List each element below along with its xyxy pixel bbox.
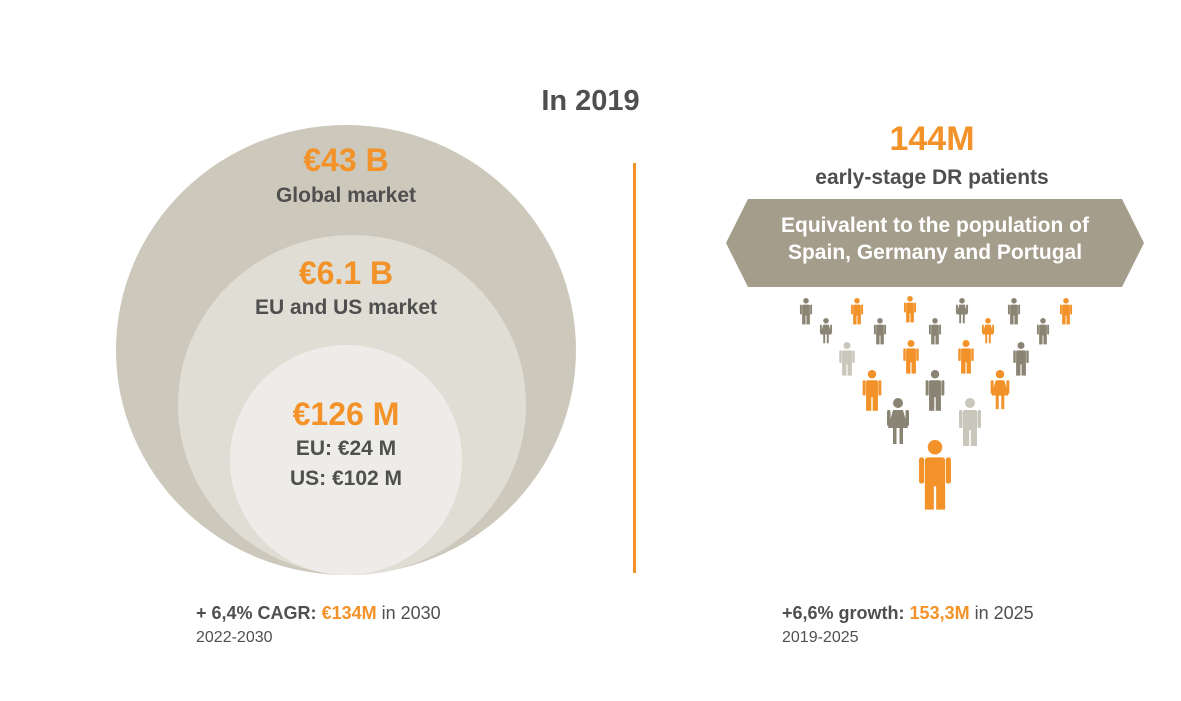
people-funnel	[799, 296, 1073, 510]
market-growth-suffix: in 2030	[381, 603, 441, 623]
male-person-icon	[903, 340, 919, 374]
patients-label: early-stage DR patients	[815, 166, 1049, 189]
male-person-icon	[958, 340, 974, 374]
population-banner	[726, 199, 1144, 287]
market-growth-period: 2022-2030	[196, 629, 273, 646]
patients-value: 144M	[889, 120, 975, 158]
male-person-icon	[959, 398, 981, 446]
male-person-icon	[1036, 318, 1050, 345]
global-market-label: Global market	[275, 184, 417, 207]
male-person-icon	[903, 296, 917, 323]
target-market-us: US: €102 M	[289, 467, 403, 490]
target-market-value: €126 M	[292, 396, 400, 432]
page-title: In 2019	[541, 85, 640, 117]
eu-us-market-value: €6.1 B	[298, 255, 394, 291]
male-person-icon	[839, 342, 855, 376]
male-person-icon	[1013, 342, 1029, 376]
patient-growth-prefix: +6,6% growth:	[782, 603, 905, 623]
male-person-icon	[850, 298, 864, 325]
market-growth-note: + 6,4% CAGR: €134M in 2030	[196, 603, 441, 624]
female-person-icon	[981, 318, 995, 344]
market-growth-highlight: €134M	[321, 603, 377, 623]
divider-line	[633, 163, 636, 573]
eu-us-market-label: EU and US market	[254, 296, 438, 319]
target-market-eu: EU: €24 M	[295, 437, 397, 460]
male-person-icon	[928, 318, 942, 345]
female-person-icon	[887, 398, 909, 444]
target-market-circle	[230, 345, 462, 575]
male-person-icon	[873, 318, 887, 345]
female-person-icon	[955, 298, 969, 324]
banner-line-2: Spain, Germany and Portugal	[787, 241, 1083, 264]
global-market-value: €43 B	[303, 142, 389, 178]
male-person-icon	[1059, 298, 1073, 325]
population-banner-text: Equivalent to the population of Spain, G…	[726, 212, 1144, 266]
male-person-icon	[925, 370, 945, 411]
patient-growth-highlight: 153,3M	[909, 603, 970, 623]
male-person-icon	[1007, 298, 1021, 325]
female-person-icon	[990, 370, 1010, 410]
patient-growth-suffix: in 2025	[974, 603, 1034, 623]
male-person-icon	[919, 440, 951, 510]
male-person-icon	[799, 298, 813, 325]
male-person-icon	[862, 370, 882, 411]
patient-growth-period: 2019-2025	[782, 629, 859, 646]
female-person-icon	[819, 318, 833, 344]
market-growth-prefix: + 6,4% CAGR:	[196, 603, 317, 623]
patient-growth-note: +6,6% growth: 153,3M in 2025	[782, 603, 1034, 624]
banner-line-1: Equivalent to the population of	[781, 214, 1089, 237]
